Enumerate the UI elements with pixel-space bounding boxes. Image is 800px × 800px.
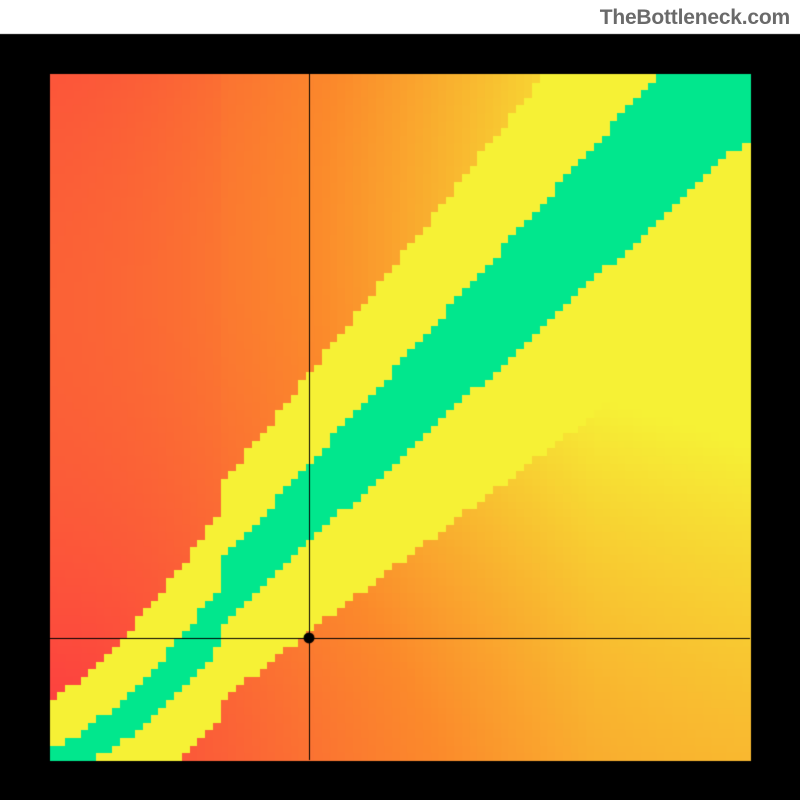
bottleneck-heatmap xyxy=(0,0,800,800)
chart-container: TheBottleneck.com xyxy=(0,0,800,800)
